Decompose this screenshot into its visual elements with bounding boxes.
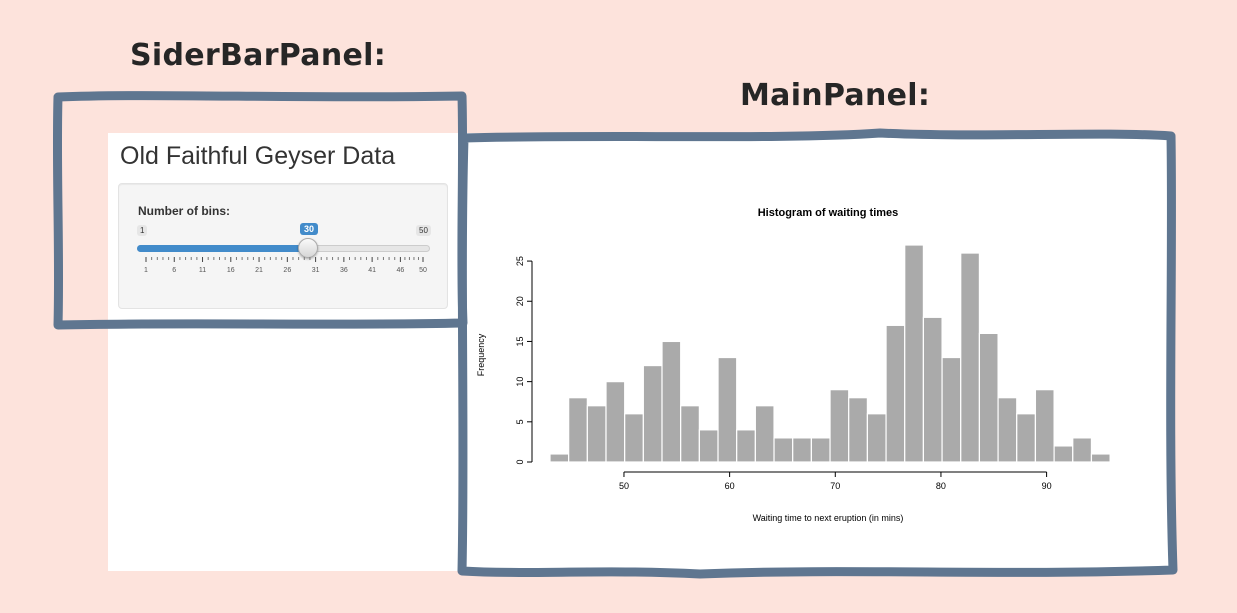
histogram-bar — [549, 453, 570, 463]
histogram-bar — [885, 324, 906, 463]
histogram-bar — [829, 389, 850, 463]
histogram-bar — [586, 405, 607, 463]
x-tick-label: 90 — [1042, 481, 1052, 491]
chart-title: Histogram of waiting times — [758, 207, 899, 219]
y-tick-label: 10 — [515, 377, 525, 387]
x-axis-label: Waiting time to next eruption (in mins) — [753, 513, 904, 523]
x-tick-label: 50 — [619, 481, 629, 491]
y-axis-label: Frequency — [476, 333, 486, 376]
sidebar-panel-annotation: SiderBarPanel: — [130, 38, 387, 73]
histogram-bar — [605, 381, 626, 463]
histogram-bar — [997, 397, 1018, 463]
histogram-bar — [792, 437, 812, 463]
histogram-bar — [773, 437, 794, 463]
y-tick-label: 25 — [515, 256, 525, 266]
histogram-bar — [568, 397, 588, 463]
histogram-bar — [661, 340, 682, 463]
histogram-bar — [810, 437, 831, 463]
bins-slider-handle[interactable] — [298, 238, 318, 258]
y-tick-label: 0 — [515, 459, 525, 464]
x-tick-label: 80 — [936, 481, 946, 491]
x-tick-label: 70 — [830, 481, 840, 491]
y-tick-label: 20 — [515, 296, 525, 306]
histogram-bar — [978, 332, 999, 463]
histogram-bar — [698, 429, 719, 463]
histogram-bar — [1016, 413, 1037, 463]
histogram-bar — [1034, 389, 1055, 463]
histogram-bar — [1072, 437, 1093, 463]
slider-value-badge: 30 — [300, 223, 319, 235]
histogram-bar — [960, 252, 981, 463]
histogram-bar — [736, 429, 756, 463]
page-title: Old Faithful Geyser Data — [120, 142, 396, 170]
bins-slider-fill — [137, 245, 308, 252]
histogram-bar — [866, 413, 887, 463]
histogram-bar — [624, 413, 644, 463]
slider-min-label: 1 — [137, 225, 148, 236]
histogram-bar — [754, 405, 775, 463]
histogram-bar — [1090, 453, 1111, 463]
histogram-bar — [680, 405, 700, 463]
y-tick-label: 15 — [515, 336, 525, 346]
histogram-bars — [549, 244, 1111, 463]
histogram-chart: Histogram of waiting times Waiting time … — [476, 207, 1111, 523]
histogram-bar — [642, 364, 663, 463]
histogram-bar — [717, 356, 738, 463]
bins-slider-label: Number of bins: — [138, 204, 230, 218]
histogram-bar — [848, 397, 868, 463]
slider-max-label: 50 — [416, 225, 431, 236]
histogram-bar — [904, 244, 925, 463]
histogram-bar — [1053, 445, 1074, 463]
y-tick-label: 5 — [515, 419, 525, 424]
main-panel-annotation: MainPanel: — [740, 78, 931, 113]
histogram-bar — [941, 356, 962, 463]
x-tick-label: 60 — [725, 481, 735, 491]
histogram-bar — [922, 316, 943, 463]
